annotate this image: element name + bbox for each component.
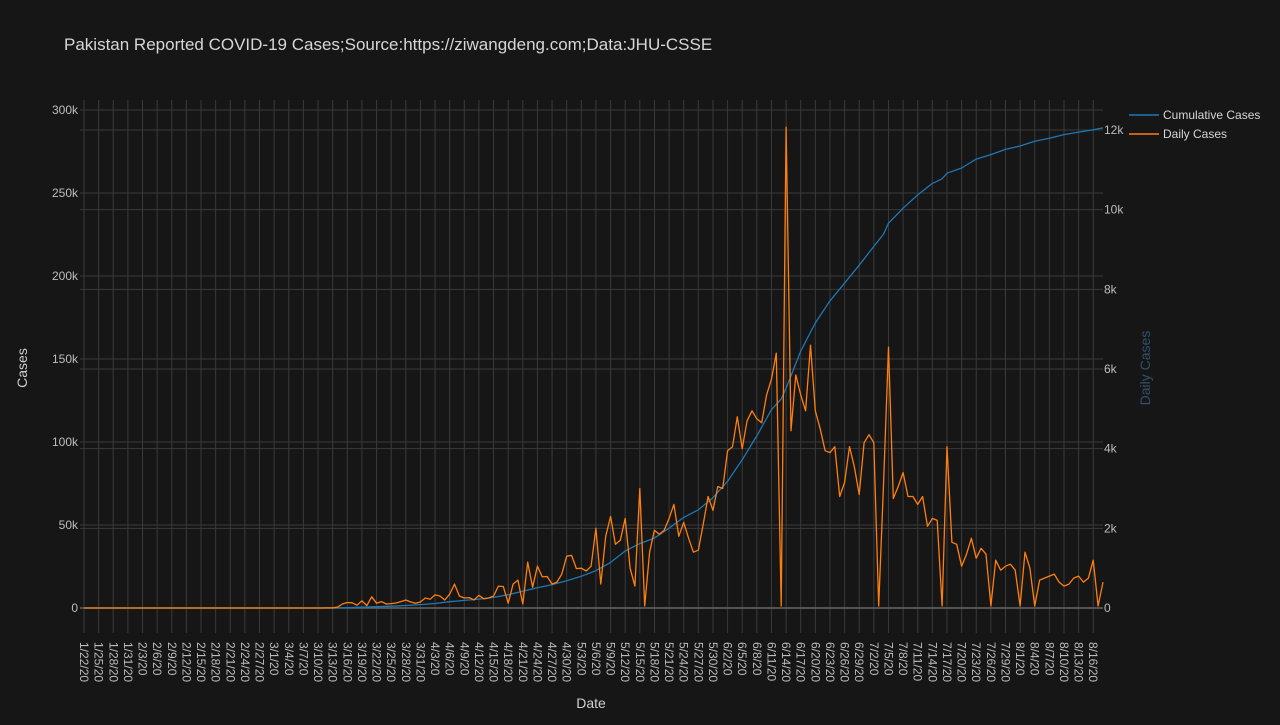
series-layer bbox=[84, 126, 1104, 609]
x-tick-label: 2/3/20 bbox=[136, 642, 150, 676]
x-tick-label: 7/11/20 bbox=[911, 642, 925, 681]
y2-tick-label: 0 bbox=[1104, 601, 1111, 615]
x-tick-label: 5/12/20 bbox=[618, 642, 632, 682]
x-tick-label: 5/9/20 bbox=[604, 642, 618, 676]
x-tick-label: 2/9/20 bbox=[165, 642, 179, 676]
x-tick-label: 7/2/20 bbox=[867, 642, 881, 676]
x-tick-label: 2/12/20 bbox=[179, 642, 193, 682]
y2-axis-title: Daily Cases bbox=[1137, 331, 1153, 406]
x-tick-label: 1/31/20 bbox=[121, 642, 135, 682]
y-tick-label: 0 bbox=[71, 601, 78, 615]
x-axis-title: Date bbox=[576, 695, 606, 711]
x-tick-label: 4/9/20 bbox=[457, 642, 471, 676]
x-tick-label: 2/6/20 bbox=[150, 642, 164, 676]
x-tick-label: 4/3/20 bbox=[428, 642, 442, 676]
y2-tick-label: 8k bbox=[1104, 282, 1118, 296]
y2-tick-label: 2k bbox=[1104, 521, 1118, 535]
x-tick-label: 5/6/20 bbox=[589, 642, 603, 676]
x-tick-label: 6/26/20 bbox=[838, 642, 852, 682]
x-tick-label: 3/22/20 bbox=[370, 642, 384, 682]
x-tick-label: 5/18/20 bbox=[647, 642, 661, 682]
x-tick-label: 4/12/20 bbox=[472, 642, 486, 682]
grid-layer bbox=[80, 100, 1103, 633]
x-tick-label: 6/2/20 bbox=[721, 642, 735, 676]
x-tick-label: 4/6/20 bbox=[443, 642, 457, 676]
y-tick-label: 50k bbox=[59, 518, 79, 532]
x-tick-label: 3/13/20 bbox=[326, 642, 340, 682]
x-tick-label: 6/29/20 bbox=[852, 642, 866, 682]
x-tick-label: 4/27/20 bbox=[545, 642, 559, 682]
x-tick-label: 5/27/20 bbox=[691, 642, 705, 682]
x-tick-label: 6/11/20 bbox=[764, 642, 778, 681]
x-tick-label: 3/16/20 bbox=[340, 642, 354, 682]
x-tick-label: 2/27/20 bbox=[253, 642, 267, 682]
x-tick-label: 2/24/20 bbox=[238, 642, 252, 682]
series-line-cumulative bbox=[84, 127, 1104, 609]
y2-tick-label: 10k bbox=[1104, 203, 1124, 217]
legend-label-cumulative: Cumulative Cases bbox=[1163, 108, 1260, 122]
x-tick-label: 8/13/20 bbox=[1072, 642, 1086, 682]
x-tick-label: 4/18/20 bbox=[501, 642, 515, 682]
y-tick-label: 100k bbox=[52, 435, 79, 449]
x-tick-label: 3/31/20 bbox=[413, 642, 427, 682]
x-tick-label: 5/24/20 bbox=[677, 642, 691, 682]
x-tick-label: 6/23/20 bbox=[823, 642, 837, 682]
x-tick-label: 1/25/20 bbox=[92, 642, 106, 682]
x-tick-label: 8/7/20 bbox=[1042, 642, 1056, 676]
x-tick-label: 7/26/20 bbox=[984, 642, 998, 682]
x-tick-label: 4/24/20 bbox=[530, 642, 544, 682]
x-tick-label: 2/18/20 bbox=[209, 642, 223, 682]
legend: Cumulative Cases Daily Cases bbox=[1129, 108, 1260, 141]
x-tick-label: 6/17/20 bbox=[794, 642, 808, 682]
tick-layer: 1/22/20 1/25/20 1/28/20 1/31/20 2/3/20 2/6/20… bbox=[52, 103, 1124, 682]
y-tick-label: 300k bbox=[52, 103, 79, 117]
chart-title: Pakistan Reported COVID-19 Cases;Source:… bbox=[64, 35, 712, 54]
x-tick-label: 7/17/20 bbox=[940, 642, 954, 682]
x-tick-label: 7/20/20 bbox=[955, 642, 969, 682]
x-tick-label: 3/10/20 bbox=[311, 642, 325, 682]
y2-tick-label: 6k bbox=[1104, 362, 1118, 376]
x-tick-label: 6/8/20 bbox=[750, 642, 764, 676]
x-tick-label: 3/7/20 bbox=[296, 642, 310, 676]
x-tick-label: 8/10/20 bbox=[1057, 642, 1071, 682]
series-line-daily bbox=[84, 126, 1104, 609]
y2-tick-label: 4k bbox=[1104, 442, 1118, 456]
legend-label-daily: Daily Cases bbox=[1163, 127, 1227, 141]
x-tick-label: 7/29/20 bbox=[998, 642, 1012, 682]
x-tick-label: 4/15/20 bbox=[487, 642, 501, 682]
x-tick-label: 1/28/20 bbox=[106, 642, 120, 682]
x-tick-label: 2/21/20 bbox=[223, 642, 237, 682]
y-tick-label: 150k bbox=[52, 352, 79, 366]
x-tick-label: 6/5/20 bbox=[735, 642, 749, 676]
x-tick-label: 4/30/20 bbox=[560, 642, 574, 682]
x-tick-label: 3/28/20 bbox=[399, 642, 413, 682]
x-tick-label: 7/5/20 bbox=[881, 642, 895, 676]
y-tick-label: 250k bbox=[52, 186, 79, 200]
x-tick-label: 3/25/20 bbox=[384, 642, 398, 682]
x-tick-label: 3/4/20 bbox=[282, 642, 296, 676]
x-tick-label: 7/14/20 bbox=[925, 642, 939, 682]
x-tick-label: 8/16/20 bbox=[1086, 642, 1100, 682]
x-tick-label: 7/23/20 bbox=[969, 642, 983, 682]
y2-tick-label: 12k bbox=[1104, 123, 1124, 137]
x-tick-label: 6/14/20 bbox=[779, 642, 793, 682]
y-axis-title: Cases bbox=[14, 348, 30, 388]
x-tick-label: 7/8/20 bbox=[896, 642, 910, 676]
x-tick-label: 8/4/20 bbox=[1028, 642, 1042, 676]
y-tick-label: 200k bbox=[52, 269, 79, 283]
x-tick-label: 3/1/20 bbox=[267, 642, 281, 676]
x-tick-label: 6/20/20 bbox=[808, 642, 822, 682]
x-tick-label: 1/22/20 bbox=[77, 642, 91, 682]
x-tick-label: 5/15/20 bbox=[633, 642, 647, 682]
x-tick-label: 4/21/20 bbox=[516, 642, 530, 682]
x-tick-label: 5/21/20 bbox=[662, 642, 676, 682]
x-tick-label: 5/3/20 bbox=[574, 642, 588, 676]
x-tick-label: 3/19/20 bbox=[355, 642, 369, 682]
x-tick-label: 8/1/20 bbox=[1013, 642, 1027, 676]
x-tick-label: 2/15/20 bbox=[194, 642, 208, 682]
x-tick-label: 5/30/20 bbox=[706, 642, 720, 682]
